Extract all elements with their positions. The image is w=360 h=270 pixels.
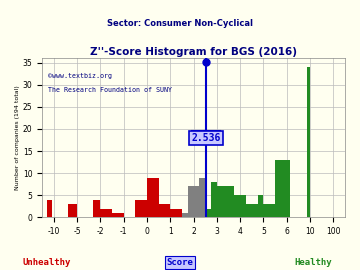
Bar: [170, 208, 182, 217]
Text: Healthy: Healthy: [294, 258, 332, 267]
Bar: [264, 204, 275, 217]
Bar: [135, 200, 147, 217]
Bar: [307, 67, 310, 217]
Bar: [159, 204, 170, 217]
Bar: [217, 186, 223, 217]
Bar: [246, 204, 258, 217]
Bar: [68, 204, 77, 217]
Bar: [100, 208, 112, 217]
Bar: [47, 200, 51, 217]
Bar: [223, 186, 234, 217]
Bar: [194, 186, 199, 217]
Text: ©www.textbiz.org: ©www.textbiz.org: [48, 73, 112, 79]
Bar: [182, 213, 188, 217]
Bar: [258, 195, 264, 217]
Bar: [234, 195, 240, 217]
Text: Sector: Consumer Non-Cyclical: Sector: Consumer Non-Cyclical: [107, 19, 253, 28]
Bar: [199, 178, 205, 217]
Text: Score: Score: [167, 258, 193, 267]
Title: Z''-Score Histogram for BGS (2016): Z''-Score Histogram for BGS (2016): [90, 48, 297, 58]
Bar: [93, 200, 100, 217]
Y-axis label: Number of companies (194 total): Number of companies (194 total): [15, 85, 20, 190]
Text: The Research Foundation of SUNY: The Research Foundation of SUNY: [48, 87, 172, 93]
Text: 2.536: 2.536: [192, 133, 221, 143]
Bar: [112, 213, 124, 217]
Bar: [188, 186, 194, 217]
Text: Unhealthy: Unhealthy: [23, 258, 71, 267]
Bar: [211, 182, 217, 217]
Bar: [147, 178, 159, 217]
Bar: [240, 195, 246, 217]
Bar: [205, 208, 211, 217]
Bar: [275, 160, 290, 217]
